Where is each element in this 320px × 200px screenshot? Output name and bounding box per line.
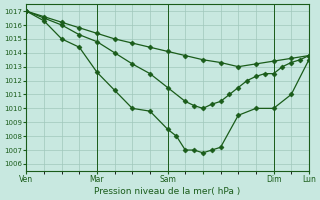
X-axis label: Pression niveau de la mer( hPa ): Pression niveau de la mer( hPa ) xyxy=(94,187,241,196)
